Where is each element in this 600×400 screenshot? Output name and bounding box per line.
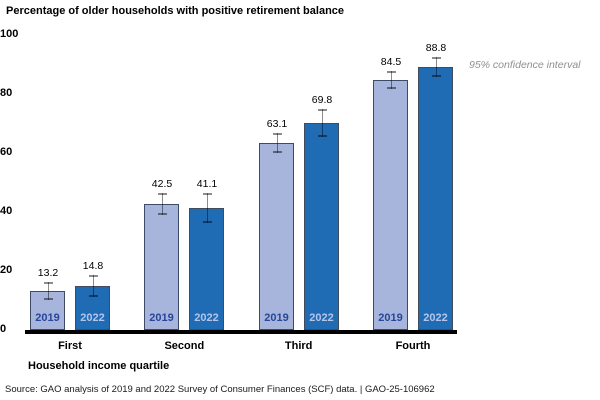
- y-tick-80: 80: [0, 86, 13, 99]
- error-bar-cap-top: [318, 109, 327, 111]
- year-label-2022-third: 2022: [309, 312, 334, 324]
- confidence-interval-annotation: 95% confidence interval: [469, 59, 581, 71]
- value-label-2019-first: 13.2: [37, 267, 59, 279]
- chart-title: Percentage of older households with posi…: [6, 5, 345, 17]
- error-bar-2022-first: [89, 275, 98, 297]
- error-bar-cap-bottom: [89, 295, 98, 297]
- year-label-2019-fourth: 2019: [378, 312, 403, 324]
- error-bar-cap-bottom: [44, 298, 53, 300]
- y-tick-60: 60: [0, 145, 13, 158]
- year-label-2019-third: 2019: [264, 312, 289, 324]
- error-bar-stem: [48, 282, 49, 300]
- error-bar-cap-top: [89, 275, 98, 277]
- error-bar-stem: [207, 193, 208, 223]
- error-bar-cap-top: [203, 193, 212, 195]
- bar-2019-second: 2019: [144, 204, 179, 330]
- value-label-2022-first: 14.8: [82, 260, 104, 272]
- value-label-2022-second: 41.1: [196, 178, 218, 190]
- error-bar-cap-bottom: [203, 221, 212, 223]
- error-bar-stem: [436, 57, 437, 77]
- x-tick-third: Third: [284, 340, 313, 352]
- bar-2019-first: 2019: [30, 291, 65, 330]
- year-label-2019-second: 2019: [149, 312, 174, 324]
- y-tick-40: 40: [0, 204, 13, 217]
- error-bar-2019-second: [158, 193, 167, 215]
- error-bar-2022-fourth: [432, 57, 441, 77]
- x-tick-second: Second: [164, 340, 205, 352]
- error-bar-cap-bottom: [387, 87, 396, 89]
- error-bar-stem: [322, 109, 323, 137]
- error-bar-2019-third: [273, 133, 282, 153]
- error-bar-2019-first: [44, 282, 53, 300]
- error-bar-stem: [277, 133, 278, 153]
- x-tick-first: First: [58, 340, 82, 352]
- bar-2019-fourth: 2019: [373, 80, 408, 330]
- bar-2022-first: 2022: [75, 286, 110, 330]
- error-bar-cap-top: [44, 282, 53, 284]
- y-tick-0: 0: [0, 323, 7, 335]
- year-label-2019-first: 2019: [35, 312, 60, 324]
- plot-area: 2019 13.2 2022 14.8 2019 42.5 2022 41.1 2019 63.1…: [27, 34, 457, 330]
- value-label-2022-fourth: 88.8: [425, 42, 447, 54]
- y-tick-20: 20: [0, 263, 13, 276]
- x-axis-baseline: [25, 330, 457, 334]
- value-label-2022-third: 69.8: [311, 94, 333, 106]
- year-label-2022-first: 2022: [80, 312, 105, 324]
- year-label-2022-second: 2022: [194, 312, 219, 324]
- value-label-2019-third: 63.1: [266, 118, 288, 130]
- error-bar-cap-top: [432, 57, 441, 59]
- error-bar-cap-bottom: [273, 151, 282, 153]
- bar-2019-third: 2019: [259, 143, 294, 330]
- error-bar-cap-bottom: [158, 213, 167, 215]
- error-bar-cap-bottom: [432, 75, 441, 77]
- value-label-2019-fourth: 84.5: [380, 56, 402, 68]
- x-axis-title: Household income quartile: [28, 360, 170, 372]
- source-note: Source: GAO analysis of 2019 and 2022 Su…: [5, 384, 435, 395]
- bar-2022-second: 2022: [189, 208, 224, 330]
- error-bar-cap-top: [158, 193, 167, 195]
- error-bar-2022-third: [318, 109, 327, 137]
- error-bar-cap-top: [273, 133, 282, 135]
- error-bar-stem: [93, 275, 94, 297]
- bar-2022-fourth: 2022: [418, 67, 453, 330]
- error-bar-2022-second: [203, 193, 212, 223]
- error-bar-cap-bottom: [318, 135, 327, 137]
- value-label-2019-second: 42.5: [151, 178, 173, 190]
- x-tick-fourth: Fourth: [395, 340, 431, 352]
- year-label-2022-fourth: 2022: [423, 312, 448, 324]
- error-bar-2019-fourth: [387, 71, 396, 89]
- error-bar-stem: [162, 193, 163, 215]
- error-bar-cap-top: [387, 71, 396, 73]
- bar-2022-third: 2022: [304, 123, 339, 330]
- error-bar-stem: [391, 71, 392, 89]
- y-tick-100: 100: [0, 27, 19, 40]
